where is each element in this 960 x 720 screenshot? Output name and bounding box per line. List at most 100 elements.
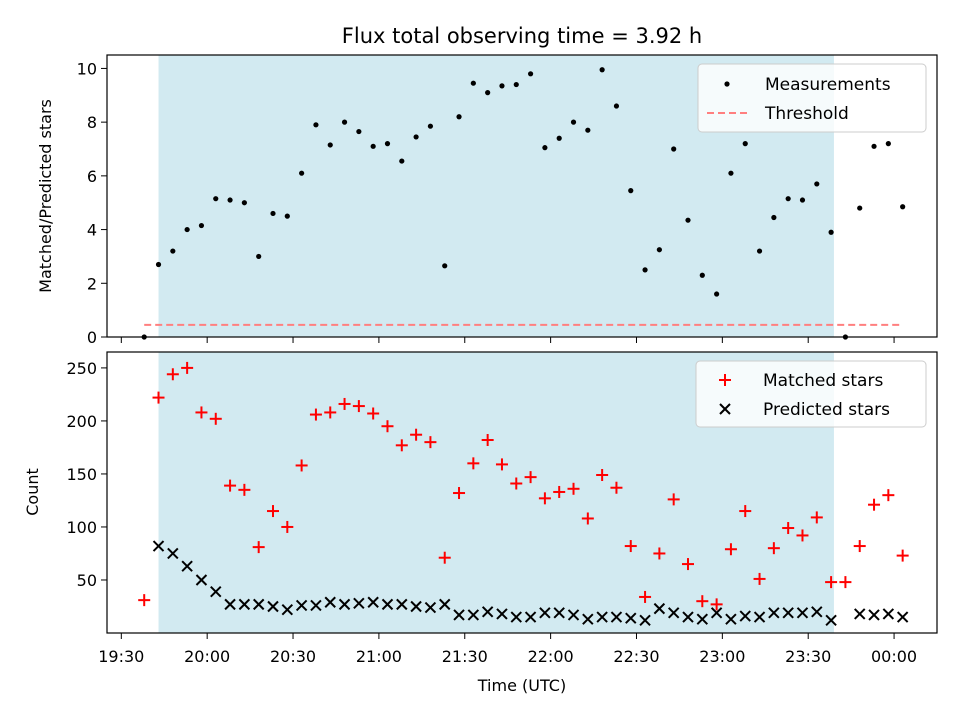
matched-star-point: [753, 572, 766, 585]
marker-stroke: [496, 608, 508, 620]
matched-star-point: [309, 408, 322, 421]
predicted-star-point: [696, 613, 709, 625]
measurement-point: [270, 210, 276, 217]
predicted-star-point: [868, 609, 880, 621]
measurement-point: [442, 263, 448, 269]
predicted-star-point: [281, 603, 294, 616]
measurement-point: [714, 291, 720, 297]
predicted-star-point: [410, 600, 422, 613]
measurement-point: [556, 135, 562, 141]
y-tick-label: 8: [87, 113, 97, 132]
matched-star-point: [810, 511, 823, 524]
measurement-point: [799, 197, 806, 203]
legend-measurements-marker: [724, 81, 730, 87]
marker-stroke: [524, 611, 537, 623]
marker-stroke: [310, 599, 322, 612]
predicted-star-point: [610, 611, 623, 623]
predicted-star-point: [825, 614, 837, 626]
predicted-star-point: [553, 607, 565, 619]
predicted-star-point: [453, 609, 465, 621]
matched-star-point: [624, 540, 637, 553]
top-panel-y-axis-label: Matched/Predicted stars: [36, 99, 55, 293]
measurement-point: [857, 205, 863, 211]
predicted-star-point: [596, 611, 608, 623]
top-panel-frame: [106, 54, 938, 338]
measurement-point: [499, 83, 505, 89]
top-panel-x-ticks: [120, 337, 895, 343]
matched-star-point: [782, 522, 795, 535]
measurement-point: [284, 213, 290, 219]
matched-star-point: [639, 590, 652, 603]
marker-stroke: [410, 600, 422, 613]
predicted-star-point: [854, 608, 866, 620]
marker-stroke: [252, 598, 265, 611]
legend-box: [695, 360, 927, 428]
matched-star-point: [610, 481, 623, 494]
marker-stroke: [224, 598, 236, 611]
marker-stroke: [238, 598, 251, 611]
measurement-point: [771, 214, 777, 221]
predicted-star-point: [424, 601, 437, 614]
x-tick-label: 20:30: [270, 647, 316, 666]
measurement-point: [613, 103, 620, 109]
matched-star-point: [195, 406, 208, 419]
matched-star-point: [853, 540, 866, 553]
matched-star-point: [367, 407, 380, 420]
matched-star-point: [553, 485, 566, 498]
matched-star-point: [567, 482, 580, 495]
matched-star-point: [281, 520, 294, 533]
measurement-point: [456, 114, 462, 120]
predicted-star-point: [625, 612, 637, 624]
marker-stroke: [868, 609, 880, 621]
predicted-star-point: [396, 598, 408, 611]
measurement-point: [542, 145, 548, 151]
predicted-star-point: [639, 614, 651, 626]
predicted-star-point: [682, 611, 694, 623]
marker-stroke: [753, 611, 766, 623]
matched-star-point: [538, 492, 551, 505]
marker-stroke: [152, 540, 165, 552]
legend-predicted-marker: [719, 403, 731, 415]
predicted-star-point: [467, 609, 480, 621]
x-axis-label: Time (UTC): [477, 676, 566, 695]
matched-star-point: [868, 498, 881, 511]
predicted-star-point: [725, 613, 737, 625]
y-tick-label: 0: [87, 328, 97, 347]
predicted-star-point: [667, 607, 680, 619]
marker-stroke: [453, 609, 465, 621]
x-tick-label: 00:00: [871, 647, 917, 666]
matched-star-point: [839, 576, 852, 589]
matched-star-point: [438, 551, 451, 564]
predicted-star-point: [181, 560, 193, 572]
matched-star-point: [295, 459, 308, 472]
measurement-point: [327, 142, 333, 148]
marker-stroke: [567, 609, 580, 621]
x-tick-label: 19:30: [98, 647, 144, 666]
predicted-star-point: [367, 596, 379, 608]
top-panel-y-axis: 0 2 4 6 8 10: [77, 59, 107, 347]
matched-star-point: [181, 361, 194, 374]
matched-star-point: [825, 576, 838, 589]
marker-stroke: [639, 614, 651, 626]
matched-star-point: [453, 487, 466, 500]
measurement-point: [170, 248, 176, 254]
predicted-star-point: [167, 547, 179, 560]
matched-star-point: [481, 434, 494, 447]
measurement-point: [256, 253, 262, 260]
marker-stroke: [625, 612, 637, 624]
y-tick-label: 6: [87, 167, 97, 186]
measurement-point: [213, 196, 219, 202]
marker-stroke: [424, 601, 437, 614]
y-tick-label: 100: [66, 518, 97, 537]
predicted-star-point: [224, 598, 236, 611]
measurement-point: [756, 248, 763, 254]
marker-stroke: [696, 613, 709, 625]
y-tick-label: 10: [77, 59, 97, 78]
matched-star-point: [682, 558, 694, 571]
marker-stroke: [338, 598, 351, 611]
measurement-point: [814, 181, 820, 187]
matched-star-point: [138, 594, 151, 607]
bottom-panel-y-axis-label: Count: [23, 468, 42, 516]
measurement-point: [828, 229, 834, 235]
